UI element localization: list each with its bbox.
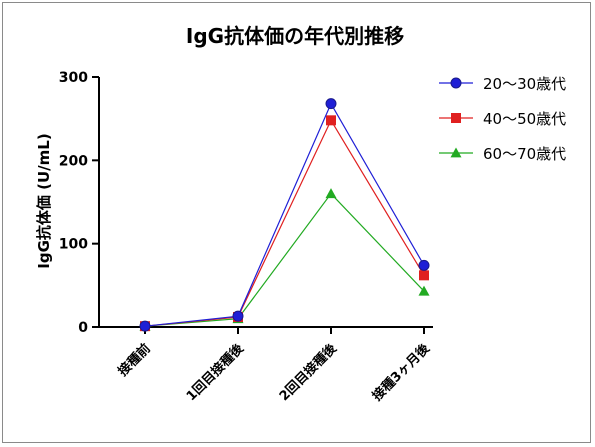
y-tick-label: 100 xyxy=(59,237,88,253)
y-ticks: 0 100 200 300 xyxy=(59,70,99,336)
data-point xyxy=(139,320,151,332)
y-axis-label: IgG抗体価 (U/mL) xyxy=(35,133,53,268)
x-tick-label: 接種前 xyxy=(115,341,154,380)
chart-frame: IgG抗体価の年代別推移 IgG抗体価 (U/mL) 0 100 200 300 接種… xyxy=(2,2,591,443)
legend-item: 40〜50歳代 xyxy=(439,110,566,128)
x-tick-label: 接種3ヶ月後 xyxy=(369,340,433,404)
chart: IgG抗体価の年代別推移 IgG抗体価 (U/mL) 0 100 200 300 接種… xyxy=(35,24,566,404)
data-point xyxy=(419,270,429,281)
x-ticks: 接種前 1回目接種後 2回目接種後 接種3ヶ月後 xyxy=(115,327,434,404)
y-tick-label: 0 xyxy=(78,320,88,336)
legend-marker xyxy=(450,147,462,158)
y-tick-label: 200 xyxy=(59,153,88,169)
legend: 20〜30歳代 40〜50歳代 60〜70歳代 xyxy=(439,75,566,163)
series-group xyxy=(139,98,430,332)
legend-label: 60〜70歳代 xyxy=(483,145,566,163)
y-tick-label: 300 xyxy=(59,70,88,86)
legend-label: 20〜30歳代 xyxy=(483,75,566,93)
x-tick-label: 2回目接種後 xyxy=(276,340,340,404)
legend-marker xyxy=(451,113,461,123)
series-2 xyxy=(140,115,429,332)
legend-marker xyxy=(450,77,462,89)
axes xyxy=(98,77,433,328)
data-point xyxy=(325,98,337,110)
legend-item: 20〜30歳代 xyxy=(439,75,566,93)
data-point xyxy=(418,285,430,296)
legend-label: 40〜50歳代 xyxy=(483,110,566,128)
series-1 xyxy=(139,98,430,332)
data-point xyxy=(325,188,337,199)
x-tick-label: 1回目接種後 xyxy=(183,340,247,404)
data-point xyxy=(326,115,336,126)
data-point xyxy=(232,310,244,322)
series-line xyxy=(144,102,425,327)
data-point xyxy=(418,259,430,271)
series-line xyxy=(144,192,425,327)
chart-title: IgG抗体価の年代別推移 xyxy=(186,24,404,48)
series-line xyxy=(144,119,425,327)
legend-item: 60〜70歳代 xyxy=(439,145,566,163)
